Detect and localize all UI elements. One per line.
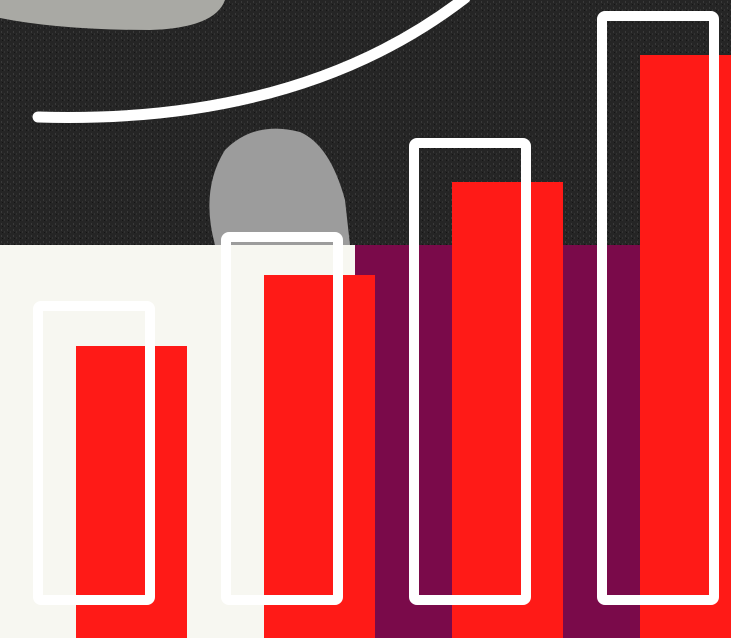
- photo-object: [0, 0, 225, 30]
- trend-curve: [32, 0, 471, 123]
- red-bar: [76, 346, 187, 638]
- outline-bar: [409, 138, 531, 605]
- outline-bar: [33, 301, 155, 605]
- photo-background: [0, 0, 731, 250]
- red-bar: [264, 275, 375, 638]
- outline-bar: [597, 11, 719, 605]
- outline-bar: [221, 232, 343, 605]
- red-bar: [452, 182, 563, 638]
- outline-bars: [33, 11, 719, 605]
- photo-shoe: [209, 128, 350, 245]
